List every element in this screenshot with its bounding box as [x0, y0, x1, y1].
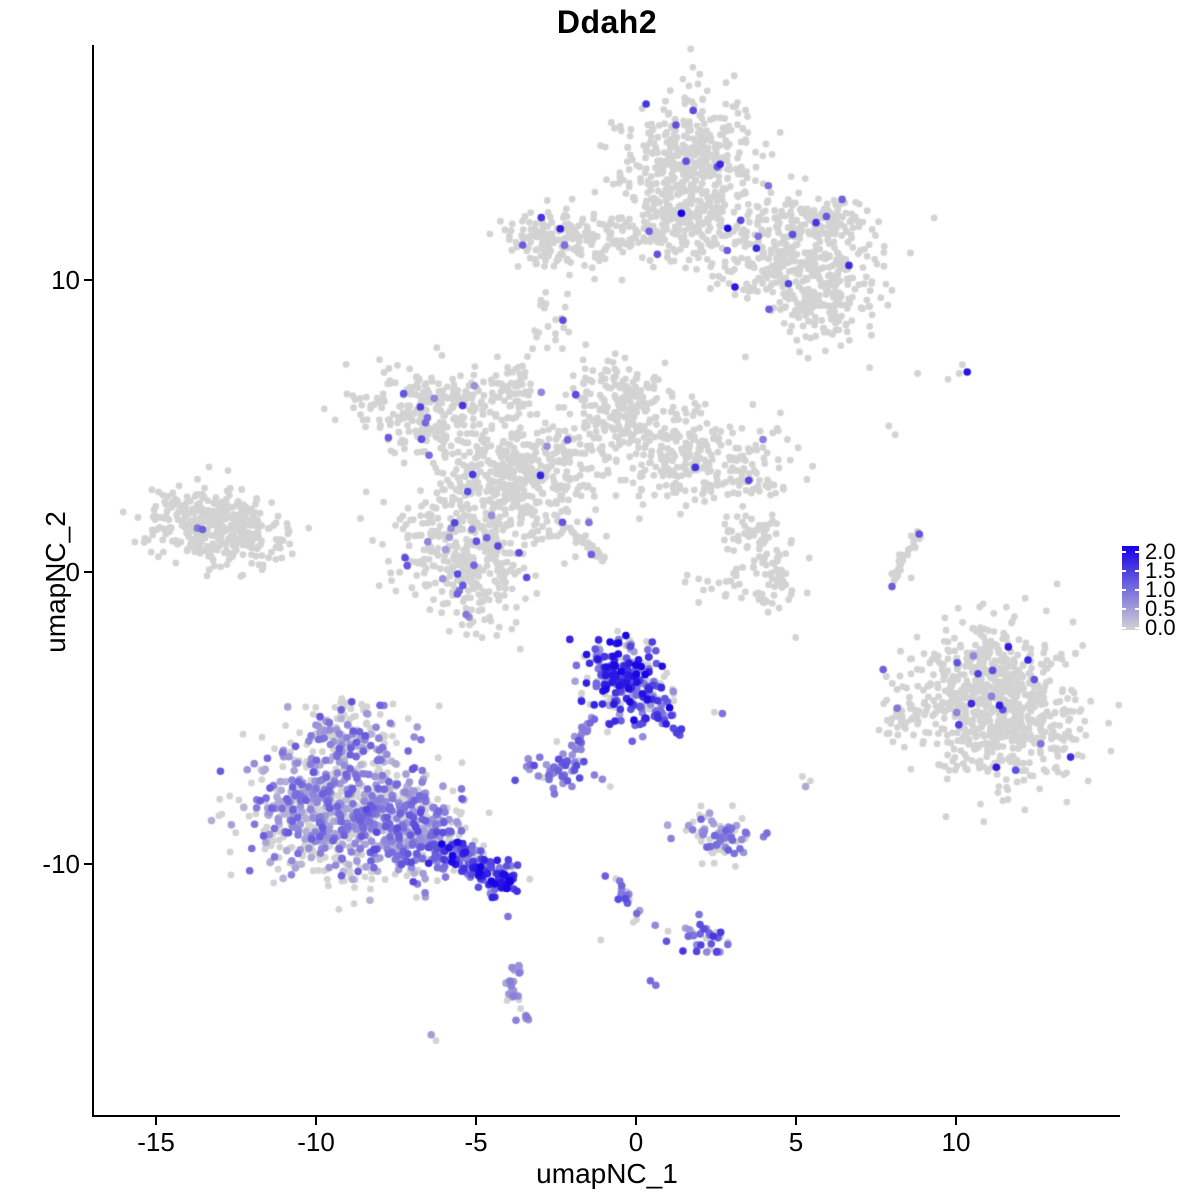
y-tick — [84, 279, 92, 281]
x-tick — [795, 1117, 797, 1125]
y-axis-title: umapNC_2 — [40, 511, 71, 653]
x-tick-label: -15 — [137, 1127, 175, 1157]
y-tick-label: -10 — [42, 849, 80, 879]
x-tick-label: -5 — [464, 1127, 488, 1157]
x-axis-title: umapNC_1 — [536, 1158, 678, 1189]
legend-tick — [1135, 570, 1139, 572]
x-tick — [955, 1117, 957, 1125]
legend-tick — [1122, 551, 1126, 553]
x-axis-line — [92, 1115, 1120, 1117]
x-tick-label: 10 — [941, 1127, 971, 1157]
x-tick-label: 0 — [628, 1127, 644, 1157]
legend-tick-label: 1.5 — [1145, 558, 1176, 583]
legend-tick-label: 1.0 — [1145, 577, 1176, 602]
y-tick — [84, 863, 92, 865]
legend-tick — [1135, 627, 1139, 629]
legend-colorbar — [1122, 546, 1139, 630]
legend: 2.0 1.5 1.0 0.5 0.0 — [1122, 539, 1200, 640]
x-tick — [475, 1117, 477, 1125]
legend-tick-label: 0.5 — [1145, 596, 1176, 621]
y-tick-label: 10 — [51, 265, 80, 295]
y-tick — [84, 571, 92, 573]
plot-title: Ddah2 — [556, 4, 658, 40]
legend-tick — [1135, 589, 1139, 591]
legend-tick — [1122, 627, 1126, 629]
x-tick — [635, 1117, 637, 1125]
y-tick-label: 0 — [65, 557, 80, 587]
x-tick — [155, 1117, 157, 1125]
legend-tick — [1122, 589, 1126, 591]
legend-tick — [1122, 570, 1126, 572]
x-tick-label: -10 — [297, 1127, 335, 1157]
legend-tick-label: 0.0 — [1145, 615, 1176, 640]
x-tick-label: 5 — [788, 1127, 804, 1157]
x-tick — [315, 1117, 317, 1125]
legend-tick-label: 2.0 — [1145, 539, 1176, 564]
legend-tick — [1122, 608, 1126, 610]
legend-tick — [1135, 551, 1139, 553]
legend-tick — [1135, 608, 1139, 610]
y-axis-line — [92, 45, 94, 1117]
